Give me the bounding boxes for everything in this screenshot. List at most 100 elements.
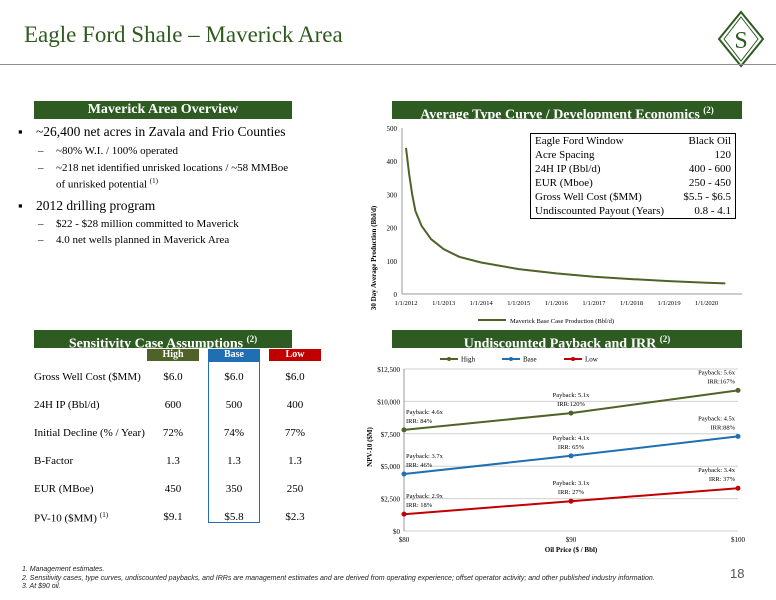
- payback-y-tick: $12,500: [377, 366, 400, 374]
- payback-point: [401, 471, 407, 477]
- economics-row: Eagle Ford Window Black Oil: [531, 134, 736, 149]
- payback-x-tick: $90: [566, 536, 577, 544]
- payback-y-tick: $0: [393, 528, 401, 536]
- overview-subbullet: 4.0 net wells planned in Maverick Area: [38, 234, 296, 247]
- payback-point: [401, 511, 407, 517]
- footnotes: 1. Management estimates. 2. Sensitivity …: [22, 566, 655, 592]
- overview-heading: Maverick Area Overview: [34, 101, 292, 119]
- sensitivity-label: PV-10 ($MM) (1): [34, 511, 109, 525]
- payback-data-label: IRR: 27%: [558, 489, 585, 496]
- payback-data-label: Payback: 5.1x: [553, 392, 591, 399]
- payback-data-label: Payback: 3.4x: [698, 467, 736, 474]
- type-curve-x-tick: 1/1/2018: [620, 300, 643, 307]
- overview-bullet: ~26,400 net acres in Zavala and Frio Cou…: [18, 124, 285, 140]
- sensitivity-high-value: 72%: [162, 427, 184, 439]
- economics-row: Gross Well Cost ($MM) $5.5 - $6.5: [531, 190, 736, 204]
- payback-ylabel: NPV-10 ($M): [366, 426, 374, 466]
- payback-point: [568, 410, 574, 416]
- type-curve-x-tick: 1/1/2015: [507, 300, 530, 307]
- page-number: 18: [730, 566, 745, 581]
- payback-data-label: IRR: 65%: [558, 444, 585, 451]
- payback-chart: $0 $2,500 $5,000 $7,500 $10,000 $12,500 $80 $90…: [366, 356, 746, 555]
- payback-point: [735, 387, 741, 393]
- sensitivity-low-value: 77%: [284, 427, 306, 439]
- sensitivity-low-value: $2.3: [285, 511, 305, 523]
- sensitivity-label: Initial Decline (% / Year): [34, 427, 145, 439]
- sensitivity-label: EUR (MBoe): [34, 483, 94, 495]
- payback-y-tick: $5,000: [381, 463, 401, 471]
- payback-point: [568, 498, 574, 504]
- payback-point: [735, 433, 741, 439]
- payback-legend-label: High: [461, 356, 476, 364]
- payback-legend-label: Low: [585, 356, 599, 364]
- col-header-high: High: [147, 349, 199, 361]
- sensitivity-heading: Sensitivity Case Assumptions (2): [34, 330, 292, 352]
- type-curve-x-tick: 1/1/2017: [582, 300, 606, 307]
- sensitivity-label: B-Factor: [34, 455, 74, 467]
- economics-row: 24H IP (Bbl/d) 400 - 600: [531, 162, 736, 176]
- payback-data-label: IRR: 37%: [709, 476, 736, 483]
- economics-label: EUR (Mboe): [535, 177, 593, 189]
- sensitivity-high-value: 1.3: [166, 455, 180, 467]
- economics-row: EUR (Mboe) 250 - 450: [531, 176, 736, 190]
- payback-legend-marker: [509, 357, 513, 361]
- slide-title: Eagle Ford Shale – Maverick Area: [24, 22, 343, 47]
- payback-point: [735, 485, 741, 491]
- sensitivity-table: High Base Low Gross Well Cost ($MM) $6.0 $…: [34, 349, 324, 525]
- payback-x-tick: $100: [731, 536, 746, 544]
- base-column-highlight: [208, 361, 260, 523]
- sensitivity-base-value: $6.0: [224, 371, 244, 383]
- sensitivity-row: PV-10 ($MM) (1) $9.1 $5.8 $2.3: [34, 511, 324, 525]
- economics-value: 120: [714, 149, 732, 161]
- payback-xlabel: Oil Price ($ / Bbl): [545, 546, 598, 554]
- sensitivity-low-value: 1.3: [288, 455, 302, 467]
- sensitivity-base-value: $5.8: [224, 511, 244, 523]
- type-curve-y-tick: 400: [387, 158, 398, 166]
- economics-table: Eagle Ford Window Black Oil Acre Spacing 12…: [530, 133, 736, 219]
- payback-data-label: Payback: 3.7x: [406, 453, 444, 460]
- payback-data-label: IRR: 84%: [406, 418, 433, 425]
- type-curve-x-tick: 1/1/2014: [470, 300, 494, 307]
- payback-data-label: IRR:88%: [710, 424, 735, 431]
- sensitivity-high-value: $9.1: [163, 511, 183, 523]
- payback-legend-marker: [447, 357, 451, 361]
- col-header-low: Low: [269, 349, 321, 361]
- economics-label: Undiscounted Payout (Years): [535, 205, 665, 217]
- payback-data-label: Payback: 2.9x: [406, 493, 444, 500]
- col-header-base: Base: [208, 349, 260, 361]
- company-logo: S: [716, 10, 766, 68]
- sensitivity-row: EUR (MBoe) 450 350 250: [34, 483, 324, 497]
- economics-value: Black Oil: [688, 135, 731, 147]
- type-curve-x-tick: 1/1/2013: [432, 300, 455, 307]
- footnote: 3. At $90 oil.: [22, 583, 61, 590]
- sensitivity-high-value: $6.0: [163, 371, 183, 383]
- type-curve-ylabel: 30 Day Average Production (Bbl/d): [370, 205, 378, 310]
- sensitivity-base-value: 1.3: [227, 455, 241, 467]
- type-curve-y-tick: 100: [387, 258, 398, 266]
- sensitivity-label: 24H IP (Bbl/d): [34, 399, 100, 411]
- type-curve-heading: Average Type Curve / Development Economi…: [392, 101, 742, 123]
- payback-data-label: Payback: 5.6x: [698, 369, 736, 376]
- sensitivity-row: B-Factor 1.3 1.3 1.3: [34, 455, 324, 469]
- economics-label: Gross Well Cost ($MM): [535, 191, 642, 203]
- sensitivity-low-value: 250: [286, 483, 304, 495]
- sensitivity-high-value: 450: [164, 483, 182, 495]
- type-curve-legend: Maverick Base Case Production (Bbl/d): [510, 318, 614, 325]
- type-curve-x-tick: 1/1/2020: [695, 300, 718, 307]
- overview-bullet: 2012 drilling program: [18, 198, 155, 214]
- sensitivity-row: Gross Well Cost ($MM) $6.0 $6.0 $6.0: [34, 371, 324, 385]
- type-curve-x-tick: 1/1/2019: [658, 300, 681, 307]
- type-curve-y-tick: 0: [394, 291, 398, 299]
- economics-label: Acre Spacing: [535, 149, 595, 161]
- type-curve-y-tick: 200: [387, 225, 398, 233]
- sensitivity-label: Gross Well Cost ($MM): [34, 371, 141, 383]
- payback-point: [568, 453, 574, 459]
- payback-point: [401, 427, 407, 433]
- type-curve-y-tick: 500: [387, 125, 398, 133]
- payback-data-label: IRR:120%: [557, 401, 585, 408]
- sensitivity-low-value: 400: [286, 399, 304, 411]
- sensitivity-high-value: 600: [164, 399, 182, 411]
- payback-data-label: IRR: 46%: [406, 462, 433, 469]
- title-divider: [0, 64, 776, 65]
- economics-label: Eagle Ford Window: [535, 135, 624, 147]
